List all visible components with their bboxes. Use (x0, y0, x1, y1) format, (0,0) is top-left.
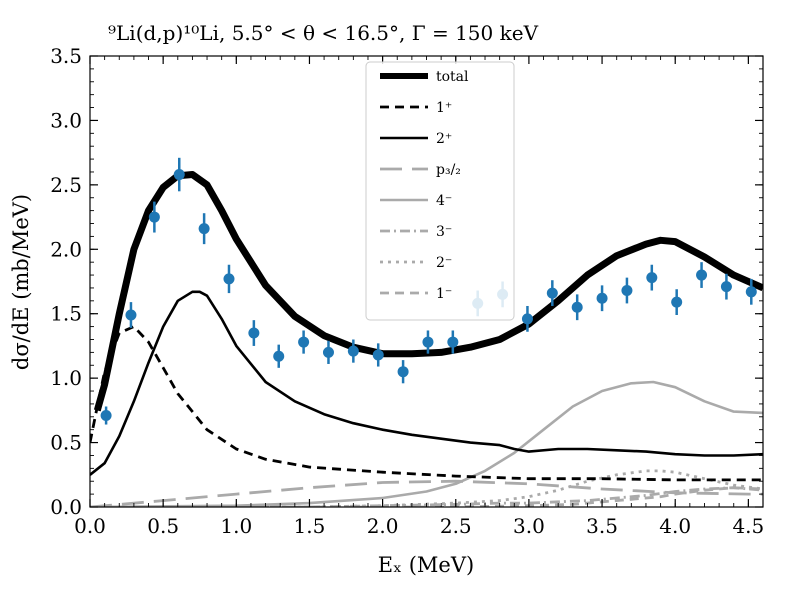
x-tick-label: 0.5 (147, 514, 179, 538)
series-line-3 (90, 479, 763, 507)
data-point (248, 327, 260, 339)
x-tick-label: 1.0 (220, 514, 252, 538)
legend-label: 3⁻ (436, 224, 452, 240)
data-point (447, 336, 459, 348)
data-point (198, 223, 210, 235)
legend-label: 1⁻ (436, 286, 452, 302)
legend-label: 1⁺ (436, 100, 452, 116)
y-tick-label: 3.0 (50, 108, 82, 132)
series-line-1 (90, 325, 763, 482)
data-point (546, 287, 558, 299)
y-tick-label: 3.5 (50, 44, 82, 68)
series-line-6 (90, 469, 763, 507)
data-point (521, 313, 533, 325)
x-tick-label: 4.5 (732, 514, 764, 538)
data-point (671, 296, 683, 308)
x-tick-label: 2.0 (367, 514, 399, 538)
x-tick-label: 3.5 (586, 514, 618, 538)
data-point (148, 211, 160, 223)
data-point (372, 349, 384, 361)
data-point (422, 336, 434, 348)
y-tick-label: 2.5 (50, 173, 82, 197)
data-point (298, 336, 310, 348)
legend-label: total (436, 69, 469, 85)
x-tick-label: 2.5 (440, 514, 472, 538)
data-point (571, 301, 583, 313)
legend-box (365, 61, 515, 321)
data-point (696, 269, 708, 281)
legend: total 1⁺ 2⁺ p₃/₂ 4⁻ 3⁻ 2⁻ 1⁻ (365, 61, 515, 321)
legend-label: 4⁻ (436, 193, 452, 209)
x-tick-label: 0.0 (74, 514, 106, 538)
data-point (125, 309, 137, 321)
y-tick-label: 0.0 (50, 495, 82, 519)
data-point (596, 292, 608, 304)
x-tick-label: 3.0 (513, 514, 545, 538)
data-point (720, 281, 732, 293)
series-line-2 (90, 290, 763, 476)
data-point (322, 346, 334, 358)
y-tick-label: 2.0 (50, 237, 82, 261)
x-tick-label: 1.5 (294, 514, 326, 538)
data-point (397, 366, 409, 378)
data-point (646, 272, 658, 284)
y-tick-label: 0.5 (50, 431, 82, 455)
data-point (621, 285, 633, 297)
data-point (223, 273, 235, 285)
data-point (347, 345, 359, 357)
chart-title: ⁹Li(d,p)¹⁰Li, 5.5° < θ < 16.5°, Γ = 150 … (108, 21, 539, 45)
legend-label: 2⁻ (436, 255, 452, 271)
x-axis-label: Eₓ (MeV) (378, 553, 474, 577)
y-tick-label: 1.5 (50, 302, 82, 326)
series-line-0 (93, 171, 763, 412)
series-line-7 (90, 486, 763, 507)
data-point (100, 410, 112, 422)
legend-label: p₃/₂ (436, 162, 461, 178)
series-line-4 (90, 380, 763, 507)
legend-label: 2⁺ (436, 131, 452, 147)
series-layer (90, 171, 763, 507)
ticks-layer: 0.0 0.5 1.0 1.5 2.0 2.5 3.0 3.5 4.0 4.5 0.0 0.5 1.0 1… (50, 44, 764, 538)
y-tick-label: 1.0 (50, 366, 82, 390)
x-tick-label: 4.0 (659, 514, 691, 538)
data-point (745, 286, 757, 298)
y-axis-label: dσ/dE (mb/MeV) (9, 194, 33, 370)
data-point (273, 350, 285, 362)
data-point (173, 169, 185, 181)
